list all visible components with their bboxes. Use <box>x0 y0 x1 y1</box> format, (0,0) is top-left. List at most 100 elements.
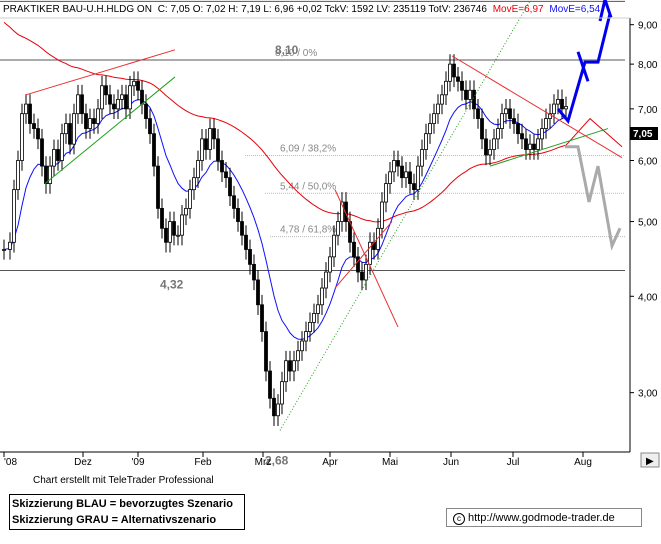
candle-body <box>276 403 280 417</box>
candle-body <box>532 143 536 150</box>
trendline-upper <box>25 49 176 96</box>
candles <box>2 54 568 426</box>
candle-body <box>544 118 548 129</box>
price-annotation: 4,32 <box>160 278 184 292</box>
candle-body <box>12 189 16 243</box>
candle-body <box>212 128 216 140</box>
candle-body <box>252 263 256 281</box>
candle-body <box>132 80 136 87</box>
candle-body <box>172 221 176 236</box>
candle-body <box>328 256 332 273</box>
candle-body <box>36 128 40 140</box>
candle-body <box>220 160 224 173</box>
level-label: 8,10 / 0% <box>275 48 317 59</box>
last-price-marker <box>630 127 658 140</box>
ma1-label: MovE=6,97 <box>493 4 544 15</box>
candle-body <box>228 177 232 197</box>
candle-body <box>76 94 80 115</box>
candle-body <box>468 89 472 100</box>
chart-header: PRAKTIKER BAU-U.H.HLDG ON C: 7,05 O: 7,0… <box>3 4 601 15</box>
candle-body <box>196 160 200 179</box>
candle-body <box>48 165 52 184</box>
candle-body <box>20 113 24 161</box>
candle-body <box>508 108 512 119</box>
candle-body <box>300 340 304 352</box>
candle-body <box>340 201 344 222</box>
source-link[interactable]: c http://www.godmode-trader.de <box>446 508 642 527</box>
candle-body <box>260 304 264 332</box>
chevron-right-icon: ▶ <box>646 456 654 467</box>
candle-body <box>436 103 440 115</box>
candle-body <box>280 381 284 405</box>
candle-body <box>392 160 396 173</box>
candle-body <box>224 171 228 179</box>
source-url: http://www.godmode-trader.de <box>468 512 615 524</box>
x-tick-label: Dez <box>74 457 92 468</box>
candle-body <box>124 94 128 110</box>
x-tick-label: Apr <box>322 457 338 468</box>
candle-body <box>472 89 476 110</box>
instrument-title: PRAKTIKER BAU-U.H.HLDG ON <box>3 4 152 15</box>
candle-body <box>364 263 368 281</box>
scroll-right-button[interactable] <box>640 452 660 468</box>
candle-body <box>148 118 152 135</box>
candle-body <box>136 80 140 91</box>
y-tick-label: 3,00 <box>638 389 658 400</box>
x-tick-label: Aug <box>574 457 592 468</box>
y-tick-label: 9,00 <box>638 21 658 32</box>
candle-body <box>448 63 452 82</box>
candle-body <box>428 123 432 135</box>
y-axis: 10,009,008,007,006,005,004,003,00 <box>630 21 658 400</box>
candle-body <box>184 208 188 216</box>
trendline-lower <box>334 221 393 289</box>
scenario-gray-path <box>565 145 622 251</box>
price-chart: 9,658,10 / 0%6,09 / 38,2%5,44 / 50,0%4,7… <box>0 0 661 470</box>
candle-body <box>316 304 320 314</box>
candle-body <box>380 201 384 229</box>
candle-body <box>560 99 564 110</box>
candle-body <box>320 287 324 306</box>
candle-body <box>496 128 500 140</box>
candle-body <box>204 138 208 150</box>
retracement-levels: 9,658,10 / 0%6,09 / 38,2%5,44 / 50,0%4,7… <box>0 0 625 467</box>
level-label: 4,78 / 61,8% <box>280 225 336 236</box>
copyright-icon: c <box>453 513 465 525</box>
candle-body <box>424 133 428 150</box>
candle-body <box>80 94 84 115</box>
candle-body <box>440 94 444 105</box>
candle-body <box>528 143 532 150</box>
overlay-drawings <box>25 0 623 431</box>
trendline-lower <box>44 76 176 184</box>
candle-body <box>520 133 524 140</box>
candle-body <box>516 123 520 135</box>
candle-body <box>308 322 312 332</box>
candle-body <box>312 313 316 323</box>
candle-body <box>420 149 424 167</box>
candle-body <box>28 103 32 124</box>
candle-body <box>164 227 168 243</box>
candle-body <box>200 138 204 161</box>
level-label: 6,09 / 38,2% <box>280 144 336 155</box>
candle-body <box>108 94 112 105</box>
candle-body <box>452 63 456 78</box>
candle-body <box>120 94 124 100</box>
x-tick-label: '08 <box>4 457 17 468</box>
candle-body <box>360 271 364 281</box>
candle-body <box>404 171 408 179</box>
candle-body <box>216 138 220 161</box>
candle-body <box>564 106 568 110</box>
candle-body <box>488 149 492 156</box>
candle-body <box>368 241 372 265</box>
candle-body <box>456 76 460 82</box>
candle-body <box>144 103 148 119</box>
candle-body <box>484 138 488 156</box>
candle-body <box>460 80 464 91</box>
trendline-upper <box>451 55 623 159</box>
candle-body <box>176 234 180 237</box>
candle-body <box>244 234 248 250</box>
candle-body <box>264 331 268 372</box>
candle-body <box>288 360 292 372</box>
candle-body <box>60 133 64 161</box>
scenario-blue-path <box>598 0 613 22</box>
candle-body <box>256 279 260 306</box>
